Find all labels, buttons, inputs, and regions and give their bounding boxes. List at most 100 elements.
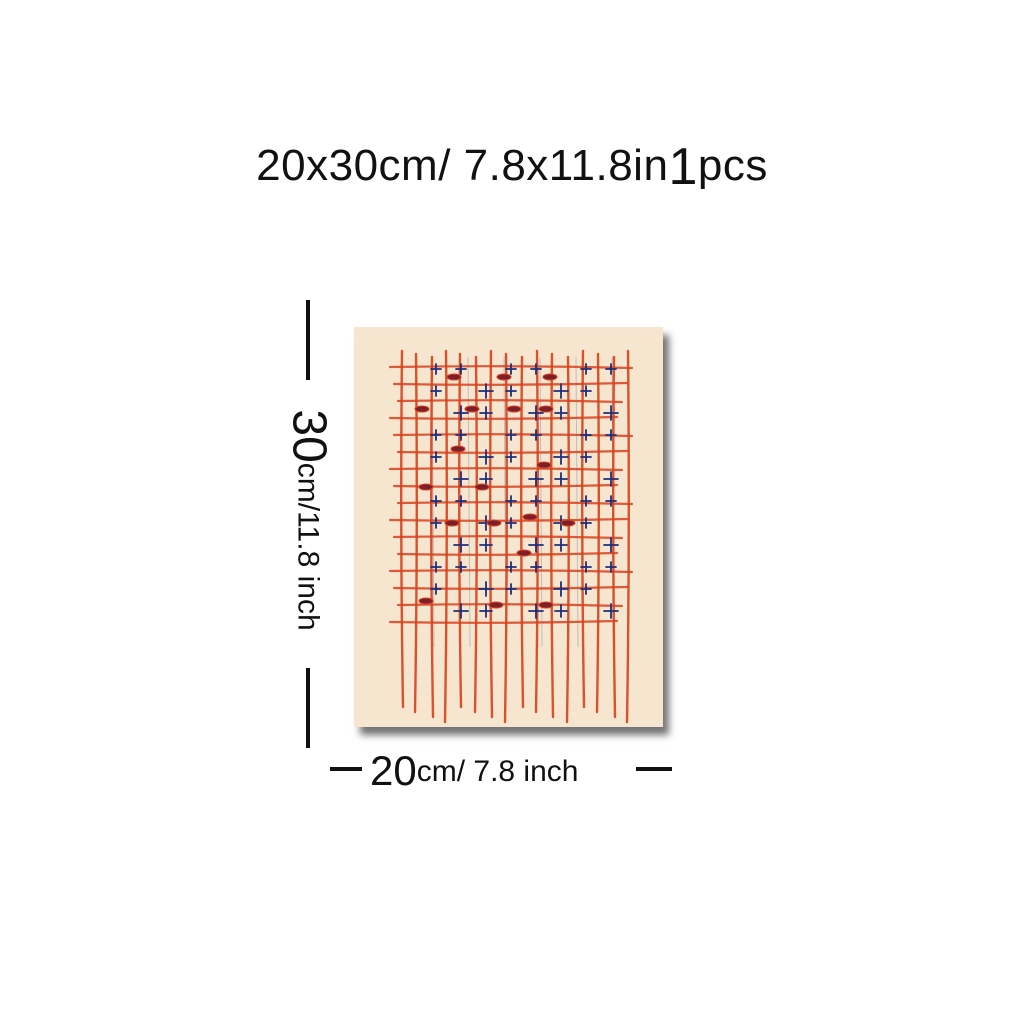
eye-oval-mark	[496, 373, 512, 381]
vertical-stroke	[503, 352, 508, 724]
eye-oval-mark	[522, 513, 538, 521]
size-text: 20x30cm/ 7.8x11.8in	[256, 141, 669, 190]
eye-oval-mark	[560, 519, 576, 527]
blue-cross-mark	[478, 449, 494, 465]
blue-cross-mark	[430, 451, 442, 463]
blue-cross-mark	[505, 583, 517, 595]
blue-cross-mark	[479, 472, 493, 486]
blue-cross-mark	[580, 451, 592, 463]
blue-cross-mark	[505, 495, 517, 507]
blue-cross-mark	[505, 385, 517, 397]
eye-oval-mark	[444, 519, 460, 527]
eye-oval-mark	[542, 373, 558, 381]
horizontal-stroke	[396, 501, 634, 506]
blue-cross-mark	[603, 471, 619, 487]
eye-oval-mark	[418, 597, 434, 605]
horizontal-stroke	[388, 517, 629, 522]
grid-painting-artwork	[388, 349, 634, 724]
eye-oval-mark	[538, 405, 554, 413]
blue-cross-mark	[580, 385, 592, 397]
blue-cross-mark	[430, 583, 442, 595]
product-size-title: 20x30cm/ 7.8x11.8in1pcs	[0, 138, 1024, 195]
blue-cross-mark	[478, 581, 494, 597]
blue-cross-mark	[455, 363, 467, 375]
blue-cross-mark	[430, 429, 442, 441]
blue-cross-mark	[530, 495, 542, 507]
horizontal-stroke	[396, 551, 619, 556]
horizontal-stroke	[392, 381, 629, 386]
artwork-canvas	[354, 327, 663, 727]
blue-cross-mark	[580, 583, 592, 595]
blue-cross-mark	[479, 406, 493, 420]
blue-cross-mark	[580, 561, 592, 573]
blue-cross-mark	[605, 429, 617, 441]
blue-cross-mark	[553, 449, 569, 465]
blue-cross-mark	[530, 429, 542, 441]
vertical-stroke	[595, 352, 600, 714]
blue-cross-mark	[530, 561, 542, 573]
horizontal-stroke	[396, 399, 624, 404]
quantity-number: 1	[668, 138, 698, 196]
vertical-stroke	[565, 355, 570, 724]
eye-oval-mark	[488, 601, 504, 609]
blue-cross-mark	[580, 495, 592, 507]
blue-cross-mark	[605, 561, 617, 573]
blue-cross-mark	[430, 517, 442, 529]
blue-cross-mark	[603, 405, 619, 421]
eye-oval-mark	[446, 373, 462, 381]
blue-cross-mark	[553, 383, 569, 399]
eye-oval-mark	[486, 519, 502, 527]
blue-cross-mark	[505, 363, 517, 375]
blue-cross-mark	[554, 406, 568, 420]
vertical-stroke	[473, 355, 478, 714]
eye-oval-mark	[450, 445, 466, 453]
height-value: 30	[282, 409, 336, 463]
blue-cross-mark	[455, 429, 467, 441]
blue-cross-mark	[528, 537, 544, 553]
height-dimension-line-top	[306, 300, 310, 380]
eye-oval-mark	[474, 483, 490, 491]
blue-cross-mark	[605, 363, 617, 375]
width-dimension-line-left	[330, 767, 362, 771]
blue-cross-mark	[528, 471, 544, 487]
horizontal-stroke	[388, 619, 619, 624]
vertical-stroke	[534, 349, 539, 714]
width-unit: cm/ 7.8 inch	[416, 755, 579, 788]
blue-cross-mark	[605, 495, 617, 507]
eye-oval-mark	[418, 483, 434, 491]
eye-oval-mark	[538, 601, 554, 609]
blue-cross-mark	[505, 451, 517, 463]
blue-cross-mark	[479, 604, 493, 618]
blue-cross-mark	[430, 363, 442, 375]
blue-cross-mark	[603, 603, 619, 619]
horizontal-stroke	[388, 467, 624, 472]
blue-cross-mark	[430, 495, 442, 507]
eye-oval-mark	[464, 405, 480, 413]
blue-cross-mark	[505, 561, 517, 573]
blue-cross-mark	[528, 603, 544, 619]
horizontal-stroke	[396, 449, 629, 454]
horizontal-stroke	[396, 603, 624, 608]
blue-cross-mark	[580, 517, 592, 529]
blue-cross-mark	[580, 363, 592, 375]
quantity-unit: pcs	[697, 141, 768, 190]
blue-cross-mark	[455, 495, 467, 507]
blue-cross-mark	[478, 383, 494, 399]
height-dimension-label: 30cm/11.8 inch	[283, 409, 336, 630]
width-dimension-line-right	[636, 767, 672, 771]
blue-cross-mark	[453, 537, 469, 553]
vertical-stroke	[550, 352, 555, 719]
blue-cross-mark	[505, 429, 517, 441]
blue-cross-mark	[554, 472, 568, 486]
blue-cross-mark	[603, 537, 619, 553]
vertical-stroke	[581, 349, 586, 709]
width-value: 20	[370, 747, 417, 794]
blue-cross-mark	[554, 604, 568, 618]
horizontal-stroke	[388, 415, 619, 420]
eye-oval-mark	[536, 461, 552, 469]
blue-cross-mark	[580, 429, 592, 441]
blue-cross-mark	[430, 385, 442, 397]
blue-cross-mark	[554, 538, 568, 552]
vertical-stroke	[400, 349, 405, 709]
height-dimension-line-bottom	[306, 668, 310, 748]
